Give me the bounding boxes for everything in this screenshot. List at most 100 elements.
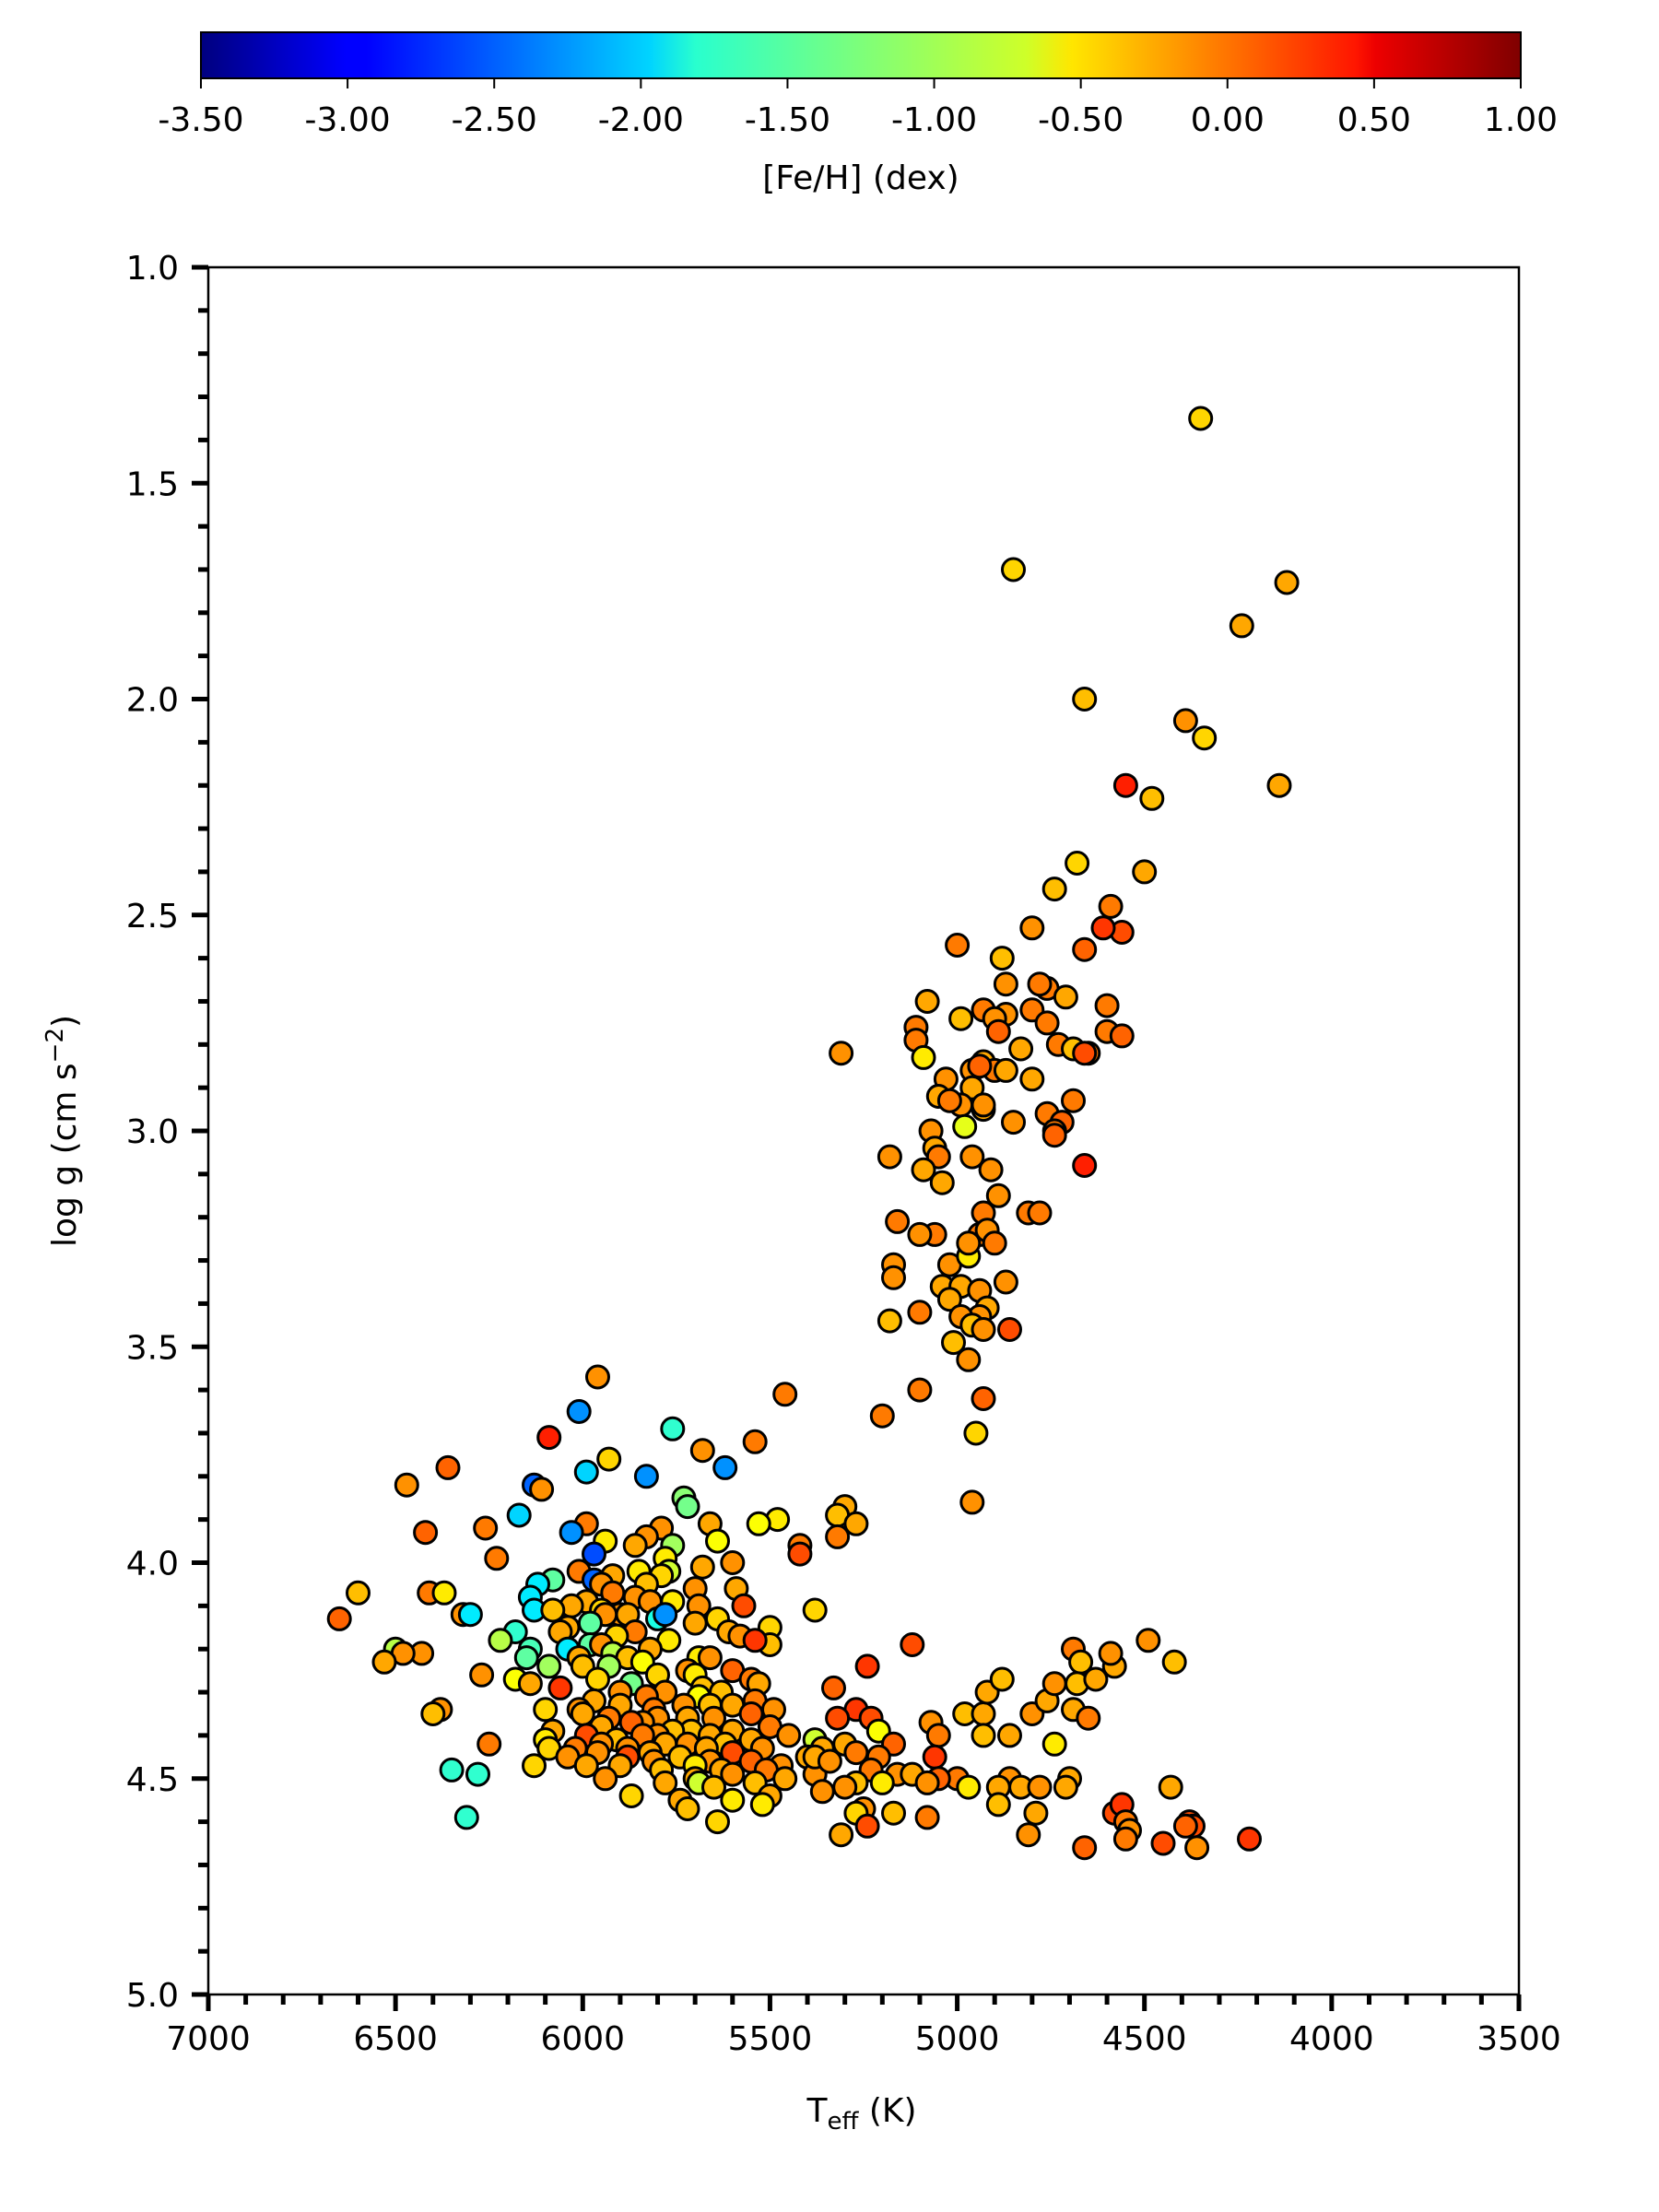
scatter-point: [431, 1580, 457, 1606]
scatter-point: [547, 1675, 573, 1700]
scatter-point: [529, 1477, 555, 1502]
y-axis-title-main: log g (cm s: [46, 1063, 84, 1247]
scatter-point: [536, 1653, 562, 1679]
scatter-point: [1001, 557, 1026, 582]
scatter-point: [469, 1662, 495, 1688]
scatter-point: [971, 1317, 996, 1342]
colorbar-ticks: -3.50 -3.00 -2.50 -2.00 -1.50 -1.00 -0.50 0.00 0…: [158, 78, 1558, 139]
colorbar-tick-label: -1.00: [891, 101, 977, 139]
scatter-point: [881, 1265, 906, 1290]
scatter-point: [705, 1809, 730, 1835]
x-tick-label: 7000: [166, 2020, 251, 2058]
scatter-point: [1072, 1835, 1098, 1861]
scatter-point: [596, 1446, 622, 1472]
scatter-point: [907, 1300, 933, 1325]
colorbar-tick-label: -2.50: [452, 101, 537, 139]
scatter-point: [971, 1701, 996, 1726]
scatter-point: [1076, 1705, 1101, 1731]
scatter-point: [439, 1757, 465, 1783]
scatter-point: [948, 1006, 974, 1031]
scatter-point: [1065, 851, 1090, 876]
scatter-point: [1090, 915, 1116, 941]
scatter-point: [993, 971, 1018, 997]
scatter-point: [1072, 1041, 1098, 1066]
colorbar-tick-label: -3.00: [305, 101, 391, 139]
scatter-point: [577, 1610, 603, 1636]
scatter-point: [371, 1649, 397, 1675]
x-tick-label: 3500: [1477, 2020, 1561, 2058]
scatter-point: [956, 1230, 982, 1256]
scatter-point: [488, 1628, 513, 1653]
scatter-point: [997, 1723, 1022, 1748]
scatter-point: [1001, 1110, 1026, 1135]
scatter-point: [346, 1580, 371, 1606]
scatter-point: [742, 1628, 768, 1653]
scatter-point: [675, 1494, 700, 1520]
scatter-point: [394, 1472, 419, 1498]
colorbar-tick-label: -3.50: [158, 101, 243, 139]
scatter-point: [1172, 708, 1198, 734]
scatter-point: [457, 1602, 483, 1628]
y-axis-title-close: ): [46, 1015, 84, 1028]
x-tick-label: 4000: [1289, 2020, 1374, 2058]
x-axis-ticks: 7000 6500 6000 5500 5000 4500 4000 3500: [166, 1994, 1561, 2058]
scatter-point: [731, 1593, 757, 1618]
y-tick-label: 5.0: [126, 1977, 179, 2015]
scatter-point: [907, 1221, 933, 1247]
scatter-point: [522, 1753, 547, 1779]
scatter-point: [1053, 1774, 1078, 1800]
scatter-point: [956, 1774, 982, 1800]
x-tick-label: 4500: [1102, 2020, 1187, 2058]
scatter-point: [1229, 613, 1254, 639]
scatter-point: [453, 1805, 479, 1830]
scatter-point: [435, 1454, 461, 1480]
scatter-point: [1150, 1830, 1176, 1856]
scatter-point: [877, 1308, 902, 1334]
scatter-point: [573, 1753, 599, 1779]
scatter-point: [929, 1170, 955, 1195]
scatter-point: [1172, 1813, 1198, 1839]
scatter-point: [911, 1044, 936, 1070]
scatter-point: [689, 1438, 715, 1464]
scatter-point: [1027, 971, 1053, 997]
scatter-point: [585, 1666, 610, 1692]
scatter-point: [1072, 687, 1098, 712]
scatter-point: [720, 1787, 746, 1813]
scatter-point: [914, 1770, 940, 1795]
scatter-point: [1008, 1036, 1034, 1062]
scatter-point: [697, 1645, 723, 1671]
scatter-point: [993, 1269, 1018, 1295]
y-axis-title: log g (cm s−2): [41, 1015, 84, 1247]
colorbar-tick-label: 0.50: [1337, 101, 1411, 139]
scatter-point: [618, 1783, 644, 1808]
scatter-point: [1027, 1774, 1053, 1800]
x-tick-label: 6000: [540, 2020, 625, 2058]
scatter-point: [829, 1822, 854, 1848]
scatter-point: [1023, 1800, 1049, 1826]
scatter-point: [989, 1666, 1015, 1692]
scatter-point: [941, 1330, 966, 1356]
scatter-point: [1184, 1835, 1210, 1861]
scatter-point: [825, 1705, 851, 1731]
scatter-point: [1161, 1649, 1187, 1675]
scatter-point: [900, 1632, 925, 1657]
scatter-point: [1053, 984, 1078, 1010]
scatter-point: [971, 1092, 996, 1118]
scatter-point: [742, 1429, 768, 1454]
scatter-point: [881, 1800, 906, 1826]
scatter-point: [517, 1671, 543, 1697]
scatter-point: [1274, 570, 1300, 595]
scatter-point: [705, 1528, 730, 1554]
scatter-point: [1192, 725, 1218, 751]
colorbar-tick-label: -1.50: [745, 101, 830, 139]
scatter-point: [985, 1018, 1011, 1044]
scatter-point: [832, 1774, 858, 1800]
scatter-point: [1041, 1671, 1067, 1697]
scatter-point: [1139, 785, 1165, 811]
scatter-point: [825, 1524, 851, 1549]
x-axis-title-sub: eff: [827, 2108, 859, 2136]
scatter-point: [1098, 893, 1124, 919]
scatter-point: [513, 1645, 539, 1671]
scatter-point: [675, 1796, 700, 1821]
scatter-point: [622, 1533, 648, 1559]
